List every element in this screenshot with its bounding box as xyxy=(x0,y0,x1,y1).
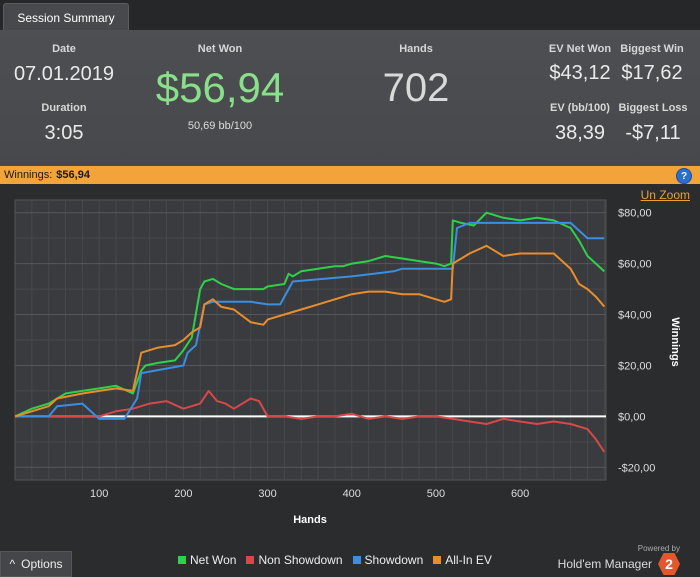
ev-bb100-label: EV (bb/100) xyxy=(550,102,610,114)
legend-label: Net Won xyxy=(190,553,237,567)
caret-up-icon: ^ xyxy=(9,557,16,571)
winnings-label: Winnings: xyxy=(4,169,53,181)
help-icon[interactable]: ? xyxy=(676,168,692,184)
chart-series xyxy=(14,211,606,453)
duration-label: Duration xyxy=(41,102,87,114)
tab-bar: Session Summary xyxy=(0,0,700,31)
ev-net-won-label: EV Net Won xyxy=(548,43,612,55)
legend-swatch xyxy=(178,556,186,564)
tab-session-summary[interactable]: Session Summary xyxy=(3,3,129,31)
brand-logo: Powered by Hold'em Manager 2 xyxy=(558,544,680,575)
y-tick-label: $80,00 xyxy=(618,208,652,220)
x-axis-label: Hands xyxy=(293,514,327,526)
winnings-chart[interactable]: 100 200 300 400 500 600 -$20,00 $0,00 $20,00 $40,… xyxy=(0,184,700,539)
powered-by-text: Powered by xyxy=(637,544,680,553)
ev-bb100-value: 38,39 xyxy=(554,122,606,144)
legend-item-showdown[interactable]: Showdown xyxy=(352,553,424,567)
biggest-win-value: $17,62 xyxy=(621,62,683,84)
date-value: 07.01.2019 xyxy=(13,63,115,85)
legend-swatch xyxy=(352,556,361,564)
legend-swatch xyxy=(246,556,255,564)
session-summary-panel: Date 07.01.2019 Duration 3:05 Net Won $5… xyxy=(0,30,700,167)
series-line-all-in-ev xyxy=(14,244,606,418)
legend-swatch xyxy=(433,556,442,564)
y-tick-label: $40,00 xyxy=(618,310,652,322)
chart-axes: 100 200 300 400 500 600 -$20,00 $0,00 $20,00 $40,… xyxy=(90,208,655,500)
legend-item-net-won[interactable]: Net Won xyxy=(178,553,236,567)
y-tick-label: $20,00 xyxy=(618,360,652,372)
biggest-loss-label: Biggest Loss xyxy=(618,102,688,114)
y-tick-label: -$20,00 xyxy=(618,462,655,474)
legend-item-non-showdown[interactable]: Non Showdown xyxy=(246,553,343,567)
series-line-non-showdown xyxy=(15,389,606,453)
legend-label: Non Showdown xyxy=(258,553,343,567)
winnings-value: $56,94 xyxy=(56,169,90,181)
y-axis-label: Winnings xyxy=(669,317,681,366)
biggest-win-label: Biggest Win xyxy=(620,43,684,55)
brand-name: Hold'em Manager xyxy=(557,557,652,571)
x-tick-label: 400 xyxy=(343,488,361,500)
winnings-banner: Winnings: $56,94 ? xyxy=(0,166,700,184)
legend-label: All-In EV xyxy=(445,553,492,567)
options-label: Options xyxy=(21,557,63,571)
hands-label: Hands xyxy=(399,43,433,55)
x-tick-label: 100 xyxy=(90,488,108,500)
chart-legend: Net Won Non Showdown Showdown All-In EV xyxy=(178,553,492,567)
x-tick-label: 500 xyxy=(427,488,445,500)
biggest-loss-value: -$7,11 xyxy=(625,122,681,144)
brand-badge-icon: 2 xyxy=(658,553,680,575)
footer-bar: ^ Options Net Won Non Showdown Showdown … xyxy=(0,540,700,577)
options-button[interactable]: ^ Options xyxy=(0,551,72,577)
ev-net-won-value: $43,12 xyxy=(549,62,611,84)
y-tick-label: $0,00 xyxy=(618,411,646,423)
legend-item-all-in-ev[interactable]: All-In EV xyxy=(433,553,492,567)
y-tick-label: $60,00 xyxy=(618,259,652,271)
legend-label: Showdown xyxy=(364,553,424,567)
winnings-chart-area: Un Zoom 100 200 300 400 500 600 -$20,00 $0,00 $2… xyxy=(0,184,700,539)
x-tick-label: 200 xyxy=(174,488,192,500)
x-tick-label: 300 xyxy=(258,488,276,500)
hands-value: 702 xyxy=(382,66,450,110)
x-tick-label: 600 xyxy=(511,488,529,500)
net-won-label: Net Won xyxy=(197,43,243,55)
bb100-value: 50,69 bb/100 xyxy=(187,120,253,132)
date-label: Date xyxy=(52,43,76,55)
series-line-net-won xyxy=(14,211,605,418)
series-line-showdown xyxy=(15,221,605,420)
unzoom-link[interactable]: Un Zoom xyxy=(640,188,690,202)
duration-value: 3:05 xyxy=(44,122,84,144)
chart-grid xyxy=(15,200,606,480)
net-won-value: $56,94 xyxy=(155,64,285,111)
